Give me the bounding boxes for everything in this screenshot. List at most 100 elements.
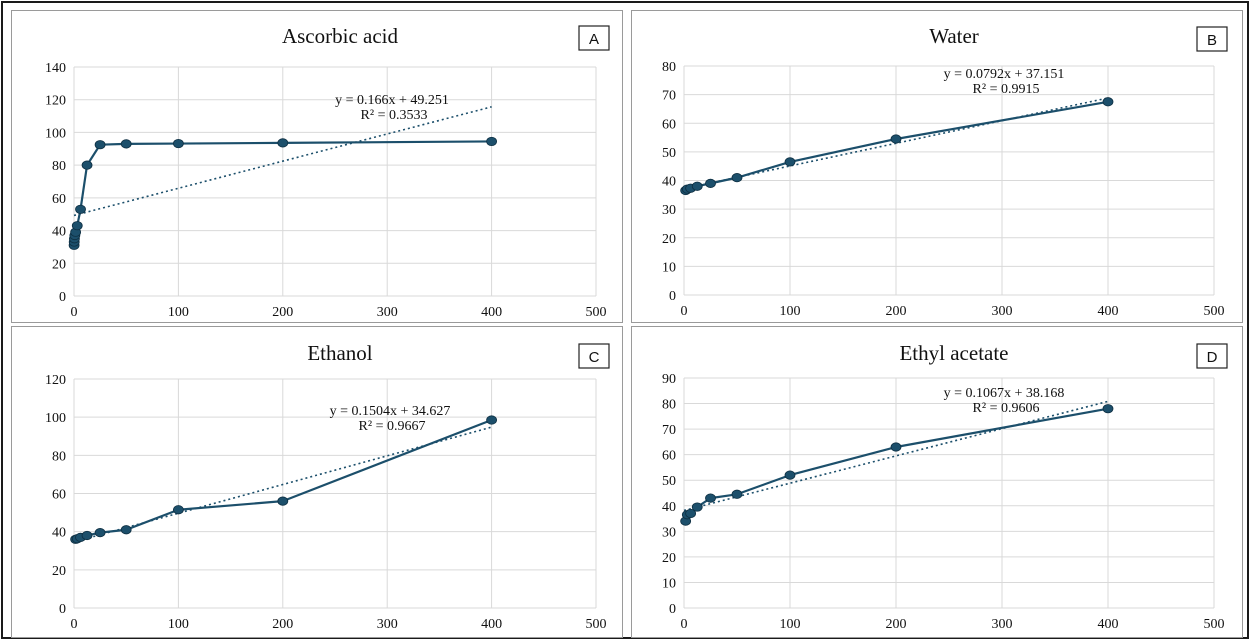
chart-water: 0 10 20 30 40 50 60 70 80 0 100 200 300 400 500 Water By…	[662, 24, 1228, 319]
x-tick-label: 300	[992, 617, 1013, 632]
y-tick-label: 70	[662, 89, 676, 104]
y-tick-label: 60	[662, 117, 676, 132]
x-tick-label: 500	[586, 617, 607, 632]
panel-ascorbic-acid: 0 20 40 60 80 100 120 140 0 100 200 300 400 500 Ascorb…	[11, 10, 623, 323]
y-tick-label: 80	[662, 60, 676, 75]
chart-title: Ascorbic acid	[282, 24, 399, 48]
y-tick-label: 120	[45, 94, 66, 109]
y-tick-label: 0	[669, 289, 676, 304]
data-point	[75, 204, 86, 214]
x-tick-label: 0	[71, 305, 78, 320]
y-tick-label: 40	[662, 175, 676, 190]
panel-label: D	[1207, 349, 1218, 366]
data-point	[691, 181, 703, 191]
data-point	[120, 525, 132, 535]
data-point	[731, 173, 743, 183]
x-tick-label: 100	[780, 304, 801, 319]
y-tick-label: 0	[59, 602, 66, 617]
y-tick-label: 60	[52, 488, 66, 503]
data-point	[486, 136, 498, 147]
data-point	[784, 470, 796, 480]
data-point	[120, 139, 132, 149]
data-point	[94, 528, 106, 538]
x-tick-label: 400	[1098, 304, 1119, 319]
y-tick-label: 40	[52, 225, 66, 240]
x-tick-label: 300	[377, 305, 398, 320]
panel-label: A	[589, 31, 599, 48]
x-tick-label: 500	[1204, 617, 1225, 632]
x-tick-label: 500	[1204, 304, 1225, 319]
r-squared-label: R² = 0.3533	[361, 108, 428, 123]
y-tick-label: 120	[45, 373, 66, 388]
y-tick-label: 0	[59, 290, 66, 305]
x-tick-label: 200	[272, 305, 293, 320]
data-point	[731, 489, 743, 499]
data-point	[705, 493, 716, 503]
chart-ethanol: 0 20 40 60 80 100 120 0 100 200 300 400 500 Ethanol Cy…	[45, 341, 610, 632]
y-tick-label: 90	[662, 372, 676, 387]
y-tick-label: 40	[662, 500, 676, 515]
x-tick-label: 200	[272, 617, 293, 632]
trendline-equation: y = 0.0792x + 37.151	[944, 67, 1065, 82]
y-tick-label: 80	[52, 159, 66, 174]
y-tick-label: 60	[52, 192, 66, 207]
trendline-equation: y = 0.1067x + 38.168	[944, 386, 1065, 401]
x-tick-label: 100	[168, 617, 189, 632]
y-tick-label: 0	[669, 602, 676, 617]
data-point	[486, 415, 498, 425]
y-tick-label: 20	[662, 551, 676, 566]
data-point	[1102, 404, 1114, 414]
x-tick-label: 100	[780, 617, 801, 632]
chart-title: Water	[929, 24, 979, 48]
trendline	[73, 106, 492, 217]
x-tick-label: 200	[886, 617, 907, 632]
data-point	[890, 134, 902, 144]
series-line	[684, 407, 1109, 522]
y-tick-label: 10	[662, 576, 676, 591]
x-tick-label: 400	[1098, 617, 1119, 632]
chart-title: Ethyl acetate	[899, 341, 1008, 365]
y-tick-label: 100	[45, 411, 66, 426]
x-tick-label: 0	[71, 617, 78, 632]
chart-title: Ethanol	[307, 341, 372, 365]
panel-label-box	[578, 25, 610, 51]
y-tick-label: 80	[52, 449, 66, 464]
y-tick-label: 20	[52, 564, 66, 579]
y-tick-label: 30	[662, 203, 676, 218]
r-squared-label: R² = 0.9915	[973, 82, 1040, 97]
data-point	[81, 530, 93, 541]
x-tick-label: 300	[992, 304, 1013, 319]
y-tick-label: 140	[45, 61, 66, 76]
x-tick-label: 200	[886, 304, 907, 319]
panel-label-box	[578, 343, 610, 369]
panel-label-box	[1196, 26, 1228, 52]
trendline-equation: y = 0.166x + 49.251	[335, 93, 449, 108]
series-line	[75, 419, 492, 541]
y-tick-label: 20	[662, 232, 676, 247]
r-squared-label: R² = 0.9606	[973, 401, 1040, 416]
data-point	[81, 160, 93, 170]
data-point	[890, 442, 902, 452]
chart-ethyl-acetate: 0 10 20 30 40 50 60 70 80 90 0 100 200 300 400 500 Ethyl…	[662, 341, 1228, 632]
data-point	[277, 496, 289, 506]
x-tick-label: 500	[586, 305, 607, 320]
x-tick-label: 100	[168, 305, 189, 320]
x-tick-label: 400	[481, 305, 502, 320]
chart-ascorbic-acid: 0 20 40 60 80 100 120 140 0 100 200 300 400 500 Ascorb…	[45, 24, 610, 320]
data-point	[277, 138, 289, 148]
r-squared-label: R² = 0.9667	[359, 419, 426, 434]
series-line	[684, 100, 1109, 192]
data-point	[94, 140, 106, 150]
x-tick-label: 300	[377, 617, 398, 632]
y-tick-label: 30	[662, 525, 676, 540]
y-tick-label: 50	[662, 474, 676, 489]
panel-label: C	[589, 349, 600, 366]
y-tick-label: 60	[662, 449, 676, 464]
data-point	[172, 505, 184, 515]
y-tick-label: 10	[662, 260, 676, 275]
data-point	[172, 138, 184, 149]
x-tick-label: 0	[681, 304, 688, 319]
